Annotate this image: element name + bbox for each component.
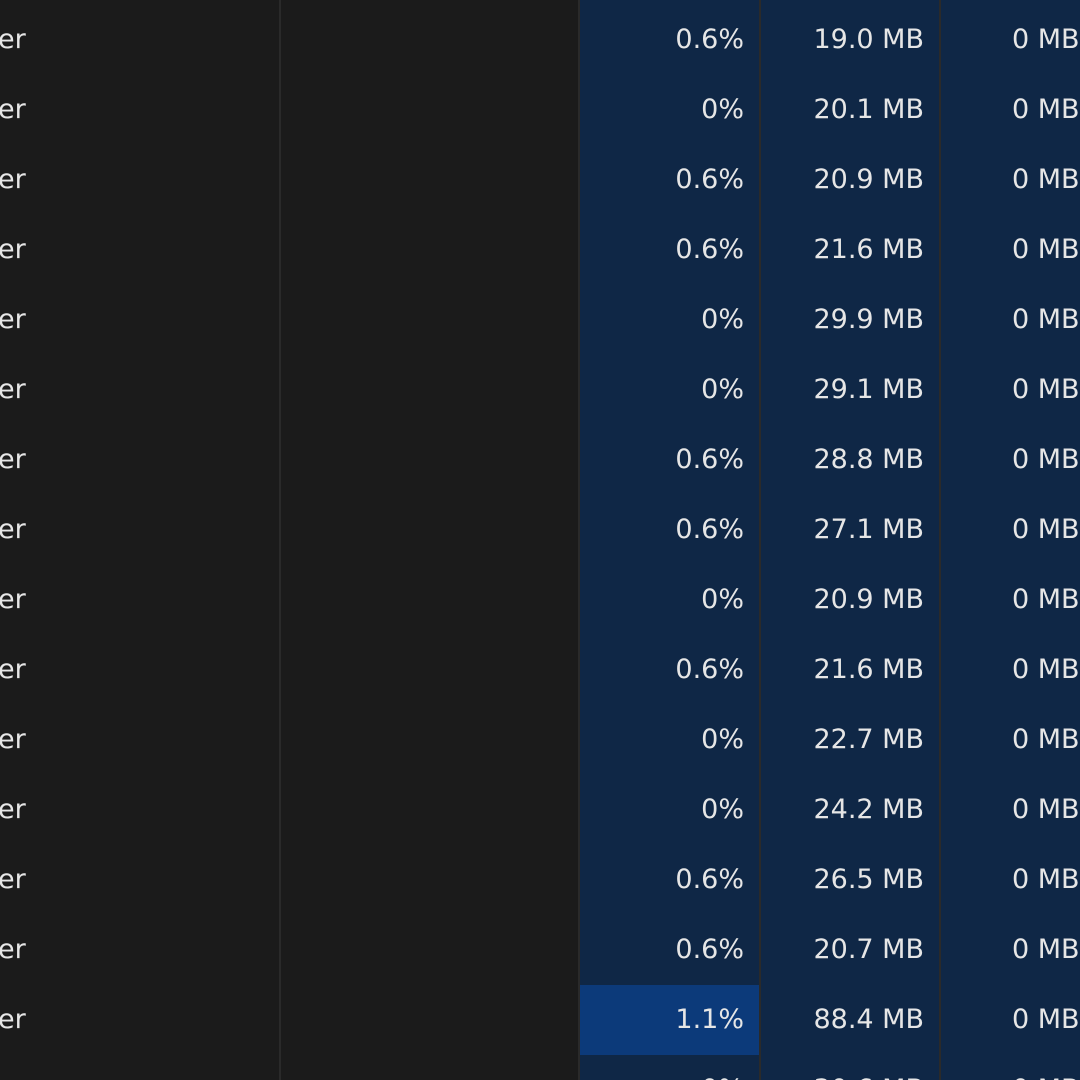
cpu-cell: 0.6% bbox=[675, 444, 744, 475]
memory-cell: 29.9 MB bbox=[813, 304, 924, 335]
disk-cell: 0 MB bbox=[1012, 654, 1080, 685]
cpu-cell: 0% bbox=[701, 94, 744, 125]
cpu-cell: 0.6% bbox=[675, 934, 744, 965]
table-row[interactable]: er 0.6% 21.6 MB 0 MB bbox=[0, 215, 1080, 285]
disk-cell: 0 MB bbox=[1012, 864, 1080, 895]
cpu-cell: 0% bbox=[701, 584, 744, 615]
cpu-cell: 0.6% bbox=[675, 234, 744, 265]
table-row[interactable]: er 0% 22.7 MB 0 MB bbox=[0, 705, 1080, 775]
memory-cell: 26.5 MB bbox=[813, 864, 924, 895]
memory-cell: 24.2 MB bbox=[813, 794, 924, 825]
memory-cell: 88.4 MB bbox=[813, 1004, 924, 1035]
process-name-cell: er bbox=[0, 374, 26, 405]
process-name-cell: er bbox=[0, 234, 26, 265]
table-row[interactable]: er 0.6% 19.0 MB 0 MB bbox=[0, 5, 1080, 75]
disk-cell: 0 MB bbox=[1012, 584, 1080, 615]
column-divider[interactable] bbox=[939, 0, 941, 1080]
cpu-cell: 0.6% bbox=[675, 864, 744, 895]
process-name-cell: er bbox=[0, 1004, 26, 1035]
column-divider[interactable] bbox=[578, 0, 580, 1080]
table-row[interactable]: er 0.6% 21.6 MB 0 MB bbox=[0, 635, 1080, 705]
disk-cell: 0 MB bbox=[1012, 724, 1080, 755]
table-row[interactable]: er 1.1% 88.4 MB 0 MB bbox=[0, 985, 1080, 1055]
process-name-cell: er bbox=[0, 584, 26, 615]
table-row[interactable]: er 0.6% 20.7 MB 0 MB bbox=[0, 915, 1080, 985]
memory-cell: 27.1 MB bbox=[813, 514, 924, 545]
cpu-cell: 0% bbox=[701, 724, 744, 755]
process-name-cell: er bbox=[0, 934, 26, 965]
process-name-cell: er bbox=[0, 514, 26, 545]
table-row[interactable]: er 0% 29.1 MB 0 MB bbox=[0, 355, 1080, 425]
memory-cell: 30.6 MB bbox=[760, 1055, 924, 1080]
cpu-cell: 0% bbox=[701, 304, 744, 335]
cpu-cell: 0% bbox=[580, 1055, 744, 1080]
cpu-cell: 0.6% bbox=[675, 24, 744, 55]
disk-cell: 0 MB bbox=[1012, 514, 1080, 545]
memory-cell: 19.0 MB bbox=[813, 24, 924, 55]
process-name-cell: er bbox=[0, 724, 26, 755]
memory-cell: 21.6 MB bbox=[813, 654, 924, 685]
cpu-cell: 1.1% bbox=[580, 985, 760, 1055]
table-row[interactable]: er 0% 29.9 MB 0 MB bbox=[0, 285, 1080, 355]
table-row[interactable]: er 0.6% 26.5 MB 0 MB bbox=[0, 845, 1080, 915]
table-row[interactable]: er 0.6% 20.9 MB 0 MB bbox=[0, 145, 1080, 215]
process-name-cell: er bbox=[0, 864, 26, 895]
memory-column-background bbox=[760, 0, 940, 1080]
table-row[interactable]: er 0.6% 28.8 MB 0 MB bbox=[0, 425, 1080, 495]
memory-cell: 21.6 MB bbox=[813, 234, 924, 265]
memory-cell: 22.7 MB bbox=[813, 724, 924, 755]
process-name-cell: er bbox=[0, 654, 26, 685]
cpu-cell: 0% bbox=[701, 794, 744, 825]
disk-cell: 0 MB bbox=[1012, 1004, 1080, 1035]
table-row[interactable]: er 0% 24.2 MB 0 MB bbox=[0, 775, 1080, 845]
process-name-cell: er bbox=[0, 1055, 268, 1080]
process-name-cell: er bbox=[0, 24, 26, 55]
memory-cell: 20.1 MB bbox=[813, 94, 924, 125]
column-divider[interactable] bbox=[759, 0, 761, 1080]
memory-cell: 20.7 MB bbox=[813, 934, 924, 965]
disk-cell: 0 MB bbox=[1012, 304, 1080, 335]
disk-cell: 0 MB bbox=[940, 1055, 1080, 1080]
disk-cell: 0 MB bbox=[1012, 164, 1080, 195]
cpu-column-background bbox=[580, 0, 760, 1080]
disk-cell: 0 MB bbox=[1012, 934, 1080, 965]
disk-cell: 0 MB bbox=[1012, 444, 1080, 475]
disk-cell: 0 MB bbox=[1012, 94, 1080, 125]
disk-cell: 0 MB bbox=[1012, 794, 1080, 825]
column-divider[interactable] bbox=[279, 0, 281, 1080]
process-name-cell: er bbox=[0, 164, 26, 195]
disk-cell: 0 MB bbox=[1012, 234, 1080, 265]
memory-cell: 29.1 MB bbox=[813, 374, 924, 405]
memory-cell: 28.8 MB bbox=[813, 444, 924, 475]
process-name-cell: er bbox=[0, 794, 26, 825]
table-row[interactable]: er 0% 20.9 MB 0 MB bbox=[0, 565, 1080, 635]
disk-column-background bbox=[940, 0, 1080, 1080]
memory-cell: 20.9 MB bbox=[813, 584, 924, 615]
disk-cell: 0 MB bbox=[1012, 24, 1080, 55]
table-row[interactable]: er 0.6% 27.1 MB 0 MB bbox=[0, 495, 1080, 565]
cpu-cell: 0.6% bbox=[675, 654, 744, 685]
cpu-cell: 0% bbox=[701, 374, 744, 405]
disk-cell: 0 MB bbox=[1012, 374, 1080, 405]
cpu-cell: 0.6% bbox=[675, 514, 744, 545]
process-name-cell: er bbox=[0, 444, 26, 475]
table-row[interactable]: er 0% 30.6 MB 0 MB bbox=[0, 1055, 1080, 1080]
process-name-cell: er bbox=[0, 94, 26, 125]
memory-cell: 20.9 MB bbox=[813, 164, 924, 195]
process-name-cell: er bbox=[0, 304, 26, 335]
table-row[interactable]: er 0% 20.1 MB 0 MB bbox=[0, 75, 1080, 145]
cpu-cell: 0.6% bbox=[675, 164, 744, 195]
